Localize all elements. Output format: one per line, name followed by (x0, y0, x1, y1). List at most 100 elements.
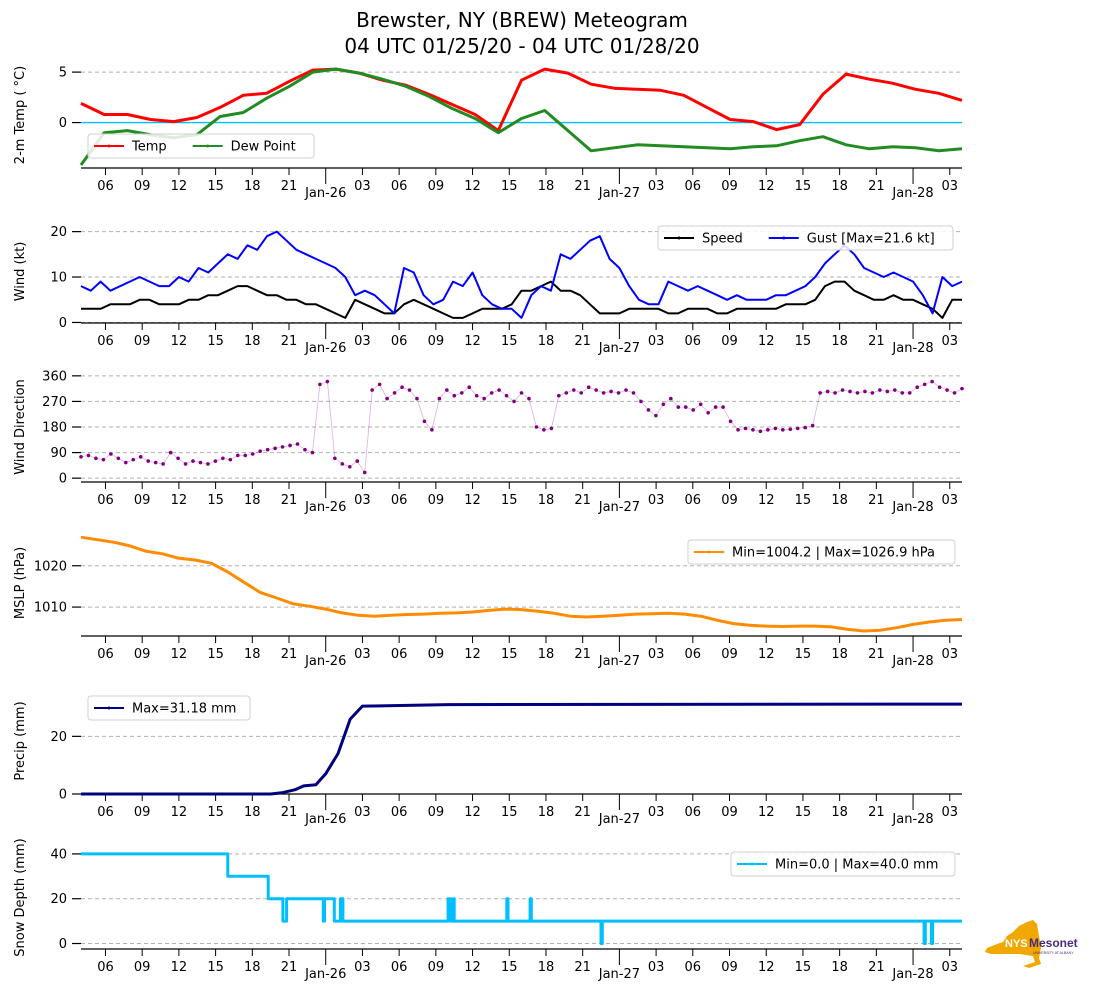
data-point-wdir (497, 388, 501, 392)
legend-marker (707, 550, 711, 554)
x-tick-label: 21 (281, 647, 298, 662)
x-tick-label: 15 (795, 179, 812, 194)
legend-label: Min=0.0 | Max=40.0 mm (775, 858, 938, 873)
y-axis-label: Wind (kt) (13, 242, 28, 302)
x-tick-label: Jan-28 (891, 186, 933, 201)
data-point-wdir (295, 442, 300, 446)
x-tick-label: 18 (831, 334, 848, 349)
y-tick-label: 90 (50, 446, 67, 461)
x-tick-label: 21 (574, 334, 591, 349)
x-tick-label: Jan-28 (891, 967, 933, 982)
x-tick-label: 03 (648, 334, 665, 349)
data-point-wdir (609, 389, 613, 394)
data-point-wdir (571, 388, 576, 392)
x-tick-label: 09 (721, 960, 738, 975)
y-tick-label: 270 (42, 395, 67, 410)
x-tick-label: 09 (134, 805, 151, 820)
x-tick-label: 12 (464, 179, 481, 194)
x-tick-label: 09 (721, 647, 738, 662)
x-tick-label: 09 (134, 179, 151, 194)
x-tick-label: 12 (464, 647, 481, 662)
x-tick-label: Jan-26 (304, 812, 346, 827)
data-point-wdir (698, 402, 703, 407)
x-tick-label: 03 (648, 960, 665, 975)
x-tick-label: 06 (391, 493, 408, 508)
x-tick-label: Jan-27 (598, 500, 640, 515)
x-tick-label: 18 (538, 647, 555, 662)
x-tick-label: 21 (868, 334, 885, 349)
logo-brand-text: Mesonet (1029, 936, 1078, 950)
data-point-wdir (392, 391, 397, 395)
data-point-wdir (616, 391, 621, 395)
data-point-wdir (594, 388, 598, 392)
data-point-wdir (228, 457, 233, 462)
x-tick-label: 09 (134, 493, 151, 508)
data-point-wdir (833, 391, 837, 395)
data-point-wdir (803, 425, 808, 430)
x-tick-label: 12 (464, 493, 481, 508)
x-tick-label: 09 (721, 493, 738, 508)
x-tick-label: 12 (171, 493, 188, 508)
data-point-wdir (870, 391, 875, 395)
data-point-wdir (721, 405, 725, 409)
y-tick-label: 1010 (34, 601, 67, 616)
y-tick-label: 20 (50, 225, 67, 240)
data-point-wdir (519, 391, 524, 395)
data-point-wdir (445, 388, 449, 392)
x-tick-label: 09 (721, 805, 738, 820)
x-tick-label: Jan-27 (598, 341, 640, 356)
x-tick-label: 06 (97, 647, 114, 662)
x-tick-label: 12 (464, 805, 481, 820)
data-point-wdir (288, 443, 292, 448)
data-point-wdir (250, 452, 255, 456)
data-point-wdir (863, 389, 867, 394)
data-point-wdir (915, 385, 920, 390)
data-point-wdir (355, 459, 360, 463)
data-point-wdir (683, 405, 688, 409)
data-point-wdir (751, 428, 755, 432)
data-point-wdir (937, 385, 942, 390)
x-tick-label: 18 (244, 647, 261, 662)
x-tick-label: 21 (574, 493, 591, 508)
data-point-wdir (840, 388, 845, 392)
data-point-wdir (131, 457, 136, 462)
data-point-wdir (885, 389, 890, 394)
legend-box (657, 225, 954, 251)
chart-subtitle: 04 UTC 01/25/20 - 04 UTC 01/28/20 (344, 34, 700, 58)
y-tick-label: 0 (59, 937, 67, 952)
x-tick-label: 21 (868, 647, 885, 662)
x-tick-label: 06 (391, 334, 408, 349)
legend-marker (750, 862, 754, 866)
x-tick-label: 06 (685, 805, 702, 820)
x-tick-label: 06 (685, 647, 702, 662)
data-point-wdir (489, 391, 494, 395)
data-point-wdir (743, 426, 748, 431)
x-tick-label: 15 (795, 334, 812, 349)
series-line-wind-1 (80, 230, 963, 319)
y-tick-label: 40 (50, 847, 67, 862)
x-tick-label: 12 (758, 179, 775, 194)
data-point-wdir (325, 379, 330, 384)
x-tick-label: 18 (831, 179, 848, 194)
x-tick-label: 21 (281, 179, 298, 194)
data-point-wdir (579, 391, 584, 395)
legend-label: Gust [Max=21.6 kt] (807, 232, 935, 247)
x-tick-label: 09 (428, 960, 445, 975)
x-tick-label: 21 (281, 960, 298, 975)
data-point-wdir (474, 393, 479, 398)
data-point-wdir (340, 462, 345, 466)
data-point-wdir (265, 447, 270, 452)
y-tick-label: 180 (42, 421, 67, 436)
x-tick-label: 18 (538, 805, 555, 820)
x-tick-label: 03 (354, 960, 371, 975)
data-point-wdir (318, 382, 322, 387)
data-point-wdir (534, 425, 539, 429)
x-tick-label: Jan-26 (304, 186, 346, 201)
y-tick-label: 0 (59, 788, 67, 803)
x-tick-label: 15 (207, 334, 224, 349)
new-york-state-icon (985, 920, 1041, 968)
data-point-wdir (781, 428, 785, 432)
x-tick-label: 15 (207, 805, 224, 820)
data-point-wdir (459, 391, 464, 395)
data-point-wdir (945, 388, 949, 392)
